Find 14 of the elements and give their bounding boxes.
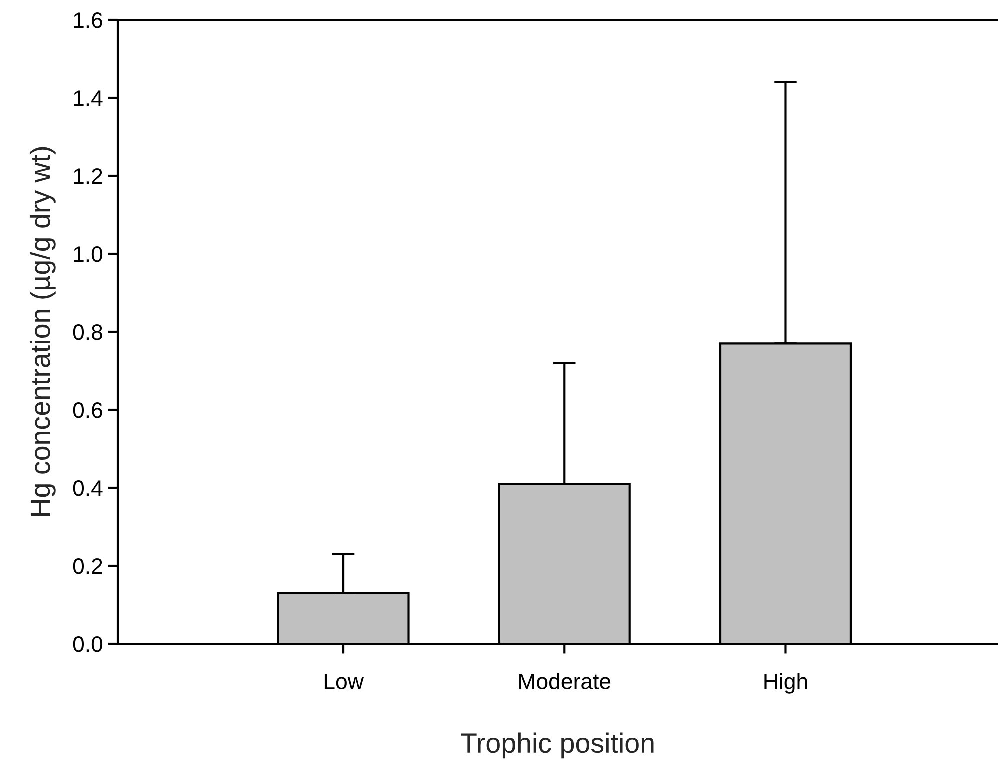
x-tick-label: Low (324, 674, 364, 690)
y-tick-label: 0.2 (73, 558, 102, 574)
y-tick-label: 0.4 (73, 480, 103, 496)
y-tick-label: 0.8 (73, 324, 102, 340)
y-tick-label: 0.6 (73, 402, 102, 418)
x-tick-label: High (764, 673, 808, 694)
y-tick-label: 1.6 (74, 12, 102, 28)
y-axis-title: Hg concentration (µg/g dry wt) (30, 147, 56, 516)
y-tick-label: 1.0 (74, 246, 103, 262)
x-tick-label: Moderate (520, 673, 611, 690)
y-tick-label: 1.4 (74, 90, 103, 106)
x-axis-title: Trophic position (461, 732, 654, 759)
y-tick-label: 0.0 (73, 636, 103, 652)
y-tick-label: 1.2 (74, 168, 102, 184)
